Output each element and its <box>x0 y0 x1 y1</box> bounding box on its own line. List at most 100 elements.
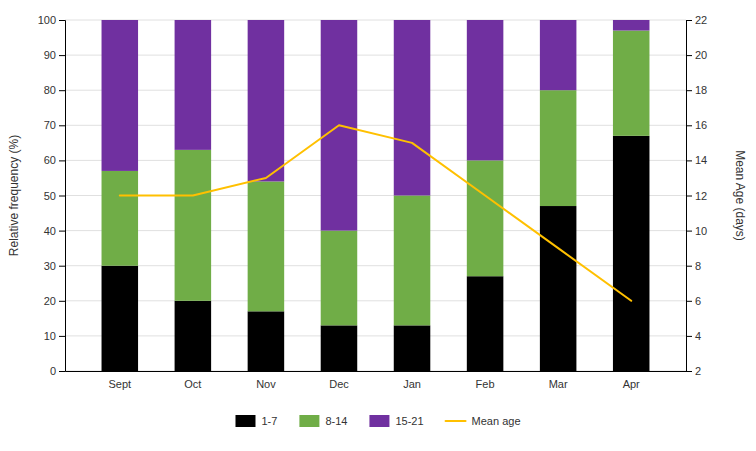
tick-label: 20 <box>695 49 707 61</box>
axis-line <box>687 21 693 372</box>
tick-label: 6 <box>695 295 701 307</box>
tick: Jan <box>403 378 421 390</box>
tick-label: Apr <box>623 378 640 390</box>
tick: Mar <box>549 378 568 390</box>
grid-line <box>65 300 686 301</box>
bar <box>394 196 431 326</box>
tick-mark <box>59 196 65 197</box>
bar <box>394 20 431 196</box>
tick-mark <box>686 301 692 302</box>
legend-label: 1-7 <box>261 415 277 427</box>
tick: 60 <box>44 154 65 166</box>
grid-line <box>65 371 686 372</box>
legend-item: Mean age <box>446 415 521 427</box>
bar <box>175 20 212 150</box>
bar <box>248 20 285 181</box>
legend-item: 8-14 <box>299 415 347 427</box>
tick-label: 16 <box>695 119 707 131</box>
tick-mark <box>59 20 65 21</box>
tick-mark <box>59 90 65 91</box>
tick-label: 80 <box>44 84 56 96</box>
tick: 2 <box>686 365 701 377</box>
tick-label: Oct <box>184 378 201 390</box>
tick-mark <box>686 90 692 91</box>
tick-mark <box>686 336 692 337</box>
tick: 18 <box>686 84 707 96</box>
tick-mark <box>686 231 692 232</box>
grid <box>65 20 686 371</box>
tick-label: 50 <box>44 190 56 202</box>
tick-mark <box>59 160 65 161</box>
tick-mark <box>59 55 65 56</box>
bar <box>540 206 577 371</box>
tick-label: 40 <box>44 225 56 237</box>
legend-item: 15-21 <box>369 415 423 427</box>
bar <box>175 301 212 371</box>
bar <box>394 325 431 371</box>
tick-label: Sept <box>108 378 131 390</box>
tick-mark <box>686 371 692 372</box>
legend-label: 15-21 <box>395 415 423 427</box>
tick: 40 <box>44 225 65 237</box>
grid-line <box>65 125 686 126</box>
axis: Sept Oct Nov Dec Jan Feb Mar Apr <box>66 372 687 390</box>
plot: 0102030405060708090100246810121416182022… <box>38 14 708 390</box>
tick: 70 <box>44 119 65 131</box>
legend-item: 1-7 <box>235 415 277 427</box>
tick-mark <box>686 125 692 126</box>
marks <box>102 20 650 371</box>
tick: 14 <box>686 154 707 166</box>
bar <box>321 325 358 371</box>
tick-mark <box>686 20 692 21</box>
tick: Oct <box>184 378 201 390</box>
tick-mark <box>686 160 692 161</box>
tick-label: 8 <box>695 260 701 272</box>
grid-line <box>65 230 686 231</box>
tick-label: Mar <box>549 378 568 390</box>
bar <box>248 181 285 311</box>
legend-swatch <box>369 415 389 427</box>
tick-label: 20 <box>44 295 56 307</box>
bar <box>102 171 139 266</box>
tick-label: Dec <box>329 378 349 390</box>
tick-label: 10 <box>44 330 56 342</box>
tick-mark <box>686 266 692 267</box>
tick: 6 <box>686 295 701 307</box>
bar <box>102 266 139 371</box>
tick-mark <box>686 196 692 197</box>
line <box>120 125 631 300</box>
bar <box>467 20 504 160</box>
tick: Nov <box>256 378 276 390</box>
tick: 50 <box>44 190 65 202</box>
legend-swatch <box>235 415 255 427</box>
tick: 80 <box>44 84 65 96</box>
legend-label: 8-14 <box>325 415 347 427</box>
tick: 12 <box>686 190 707 202</box>
tick: 10 <box>44 330 65 342</box>
bar <box>467 160 504 276</box>
grid-line <box>65 265 686 266</box>
axis: 0102030405060708090100 <box>38 14 66 377</box>
bar <box>467 276 504 371</box>
grid-line <box>65 55 686 56</box>
bar <box>540 20 577 90</box>
tick-label: 30 <box>44 260 56 272</box>
tick: Feb <box>476 378 495 390</box>
tick-mark <box>686 55 692 56</box>
tick-label: Feb <box>476 378 495 390</box>
legend-swatch <box>299 415 319 427</box>
tick-label: 10 <box>695 225 707 237</box>
tick: 30 <box>44 260 65 272</box>
bar <box>248 311 285 371</box>
tick-mark <box>59 266 65 267</box>
tick-label: Nov <box>256 378 276 390</box>
tick: 22 <box>686 14 707 26</box>
tick: Apr <box>623 378 640 390</box>
axis-title: Relative frequency (%) <box>7 135 21 256</box>
axis-line <box>59 21 66 372</box>
tick-label: 22 <box>695 14 707 26</box>
axis: 246810121416182022 <box>686 14 707 377</box>
tick: 8 <box>686 260 701 272</box>
bar <box>613 136 650 371</box>
tick-label: 60 <box>44 154 56 166</box>
